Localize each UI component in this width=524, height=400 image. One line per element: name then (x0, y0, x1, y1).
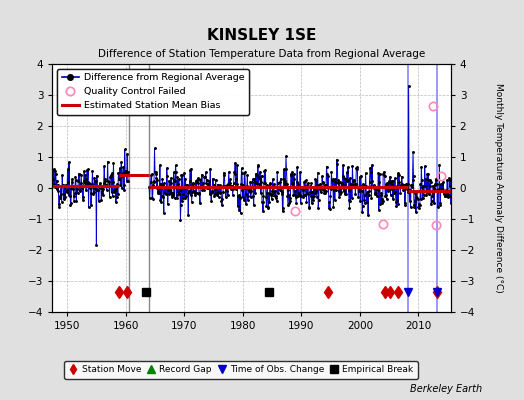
Text: KINSLEY 1SE: KINSLEY 1SE (208, 28, 316, 44)
Text: Berkeley Earth: Berkeley Earth (410, 384, 482, 394)
Y-axis label: Monthly Temperature Anomaly Difference (°C): Monthly Temperature Anomaly Difference (… (495, 83, 504, 293)
Text: Difference of Station Temperature Data from Regional Average: Difference of Station Temperature Data f… (99, 49, 425, 59)
Legend: Station Move, Record Gap, Time of Obs. Change, Empirical Break: Station Move, Record Gap, Time of Obs. C… (64, 361, 418, 379)
Legend: Difference from Regional Average, Quality Control Failed, Estimated Station Mean: Difference from Regional Average, Qualit… (57, 69, 249, 115)
